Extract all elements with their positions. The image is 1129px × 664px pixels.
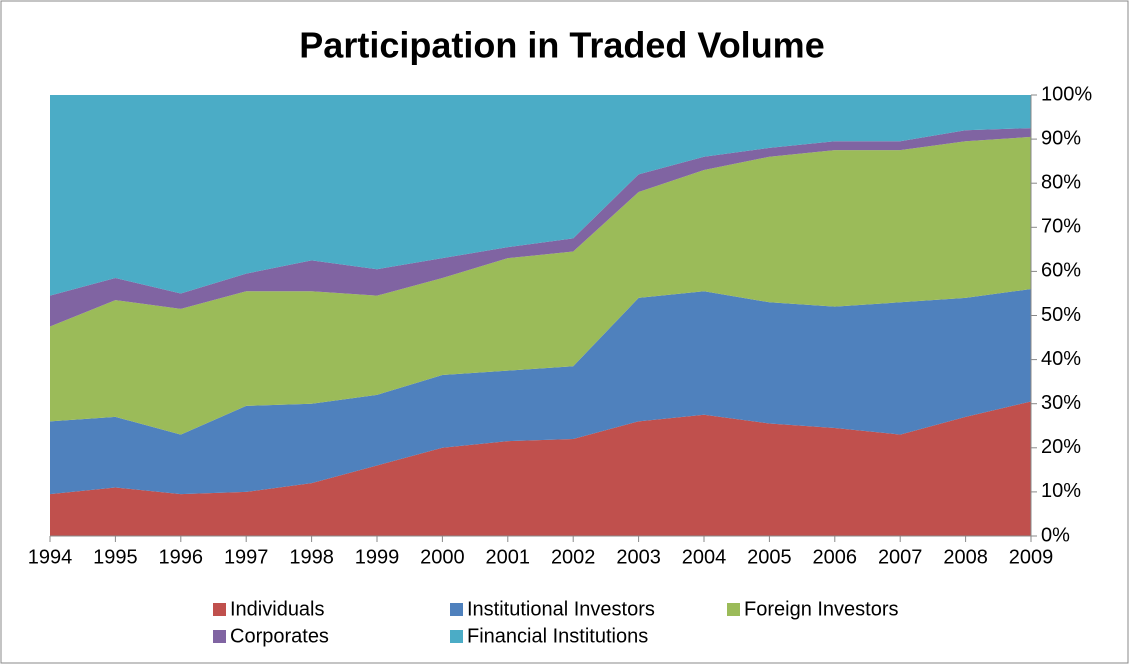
x-tick-label: 1997 [224, 546, 269, 568]
legend-swatch [727, 603, 740, 616]
area [50, 401, 1031, 536]
y-tick-label: 60% [1041, 260, 1081, 282]
legend-swatch [213, 630, 226, 643]
legend-label: Institutional Investors [467, 598, 655, 620]
y-tick-label: 100% [1041, 83, 1092, 105]
y-tick-label: 30% [1041, 392, 1081, 414]
legend-swatch [213, 603, 226, 616]
x-tick-label: 2005 [747, 546, 792, 568]
chart-title: Participation in Traded Volume [299, 25, 824, 66]
x-tick-label: 1998 [289, 546, 334, 568]
y-tick-label: 40% [1041, 348, 1081, 370]
y-tick-label: 0% [1041, 524, 1070, 546]
x-tick-label: 2007 [878, 546, 923, 568]
legend-label: Corporates [230, 625, 329, 647]
legend-label: Foreign Investors [744, 598, 899, 620]
x-tick-label: 2002 [551, 546, 596, 568]
x-tick-label: 1994 [28, 546, 73, 568]
area [50, 95, 1031, 296]
x-tick-label: 2006 [813, 546, 858, 568]
y-tick-label: 70% [1041, 216, 1081, 238]
legend-label: Financial Institutions [467, 625, 648, 647]
y-tick-label: 20% [1041, 436, 1081, 458]
y-tick-label: 10% [1041, 480, 1081, 502]
x-tick-label: 1996 [159, 546, 204, 568]
area [50, 136, 1031, 435]
area [50, 128, 1031, 327]
x-tick-label: 2000 [420, 546, 465, 568]
y-tick-label: 80% [1041, 171, 1081, 193]
legend-swatch [450, 630, 463, 643]
x-tick-label: 2004 [682, 546, 727, 568]
x-tick-label: 1995 [93, 546, 138, 568]
legend-swatch [450, 603, 463, 616]
x-tick-label: 2008 [943, 546, 988, 568]
legend-label: Individuals [230, 598, 325, 620]
x-tick-label: 2003 [616, 546, 661, 568]
y-tick-label: 50% [1041, 304, 1081, 326]
y-tick-label: 90% [1041, 127, 1081, 149]
x-tick-label: 2009 [1009, 546, 1054, 568]
area [50, 289, 1031, 495]
x-tick-label: 1999 [355, 546, 400, 568]
x-tick-label: 2001 [486, 546, 531, 568]
